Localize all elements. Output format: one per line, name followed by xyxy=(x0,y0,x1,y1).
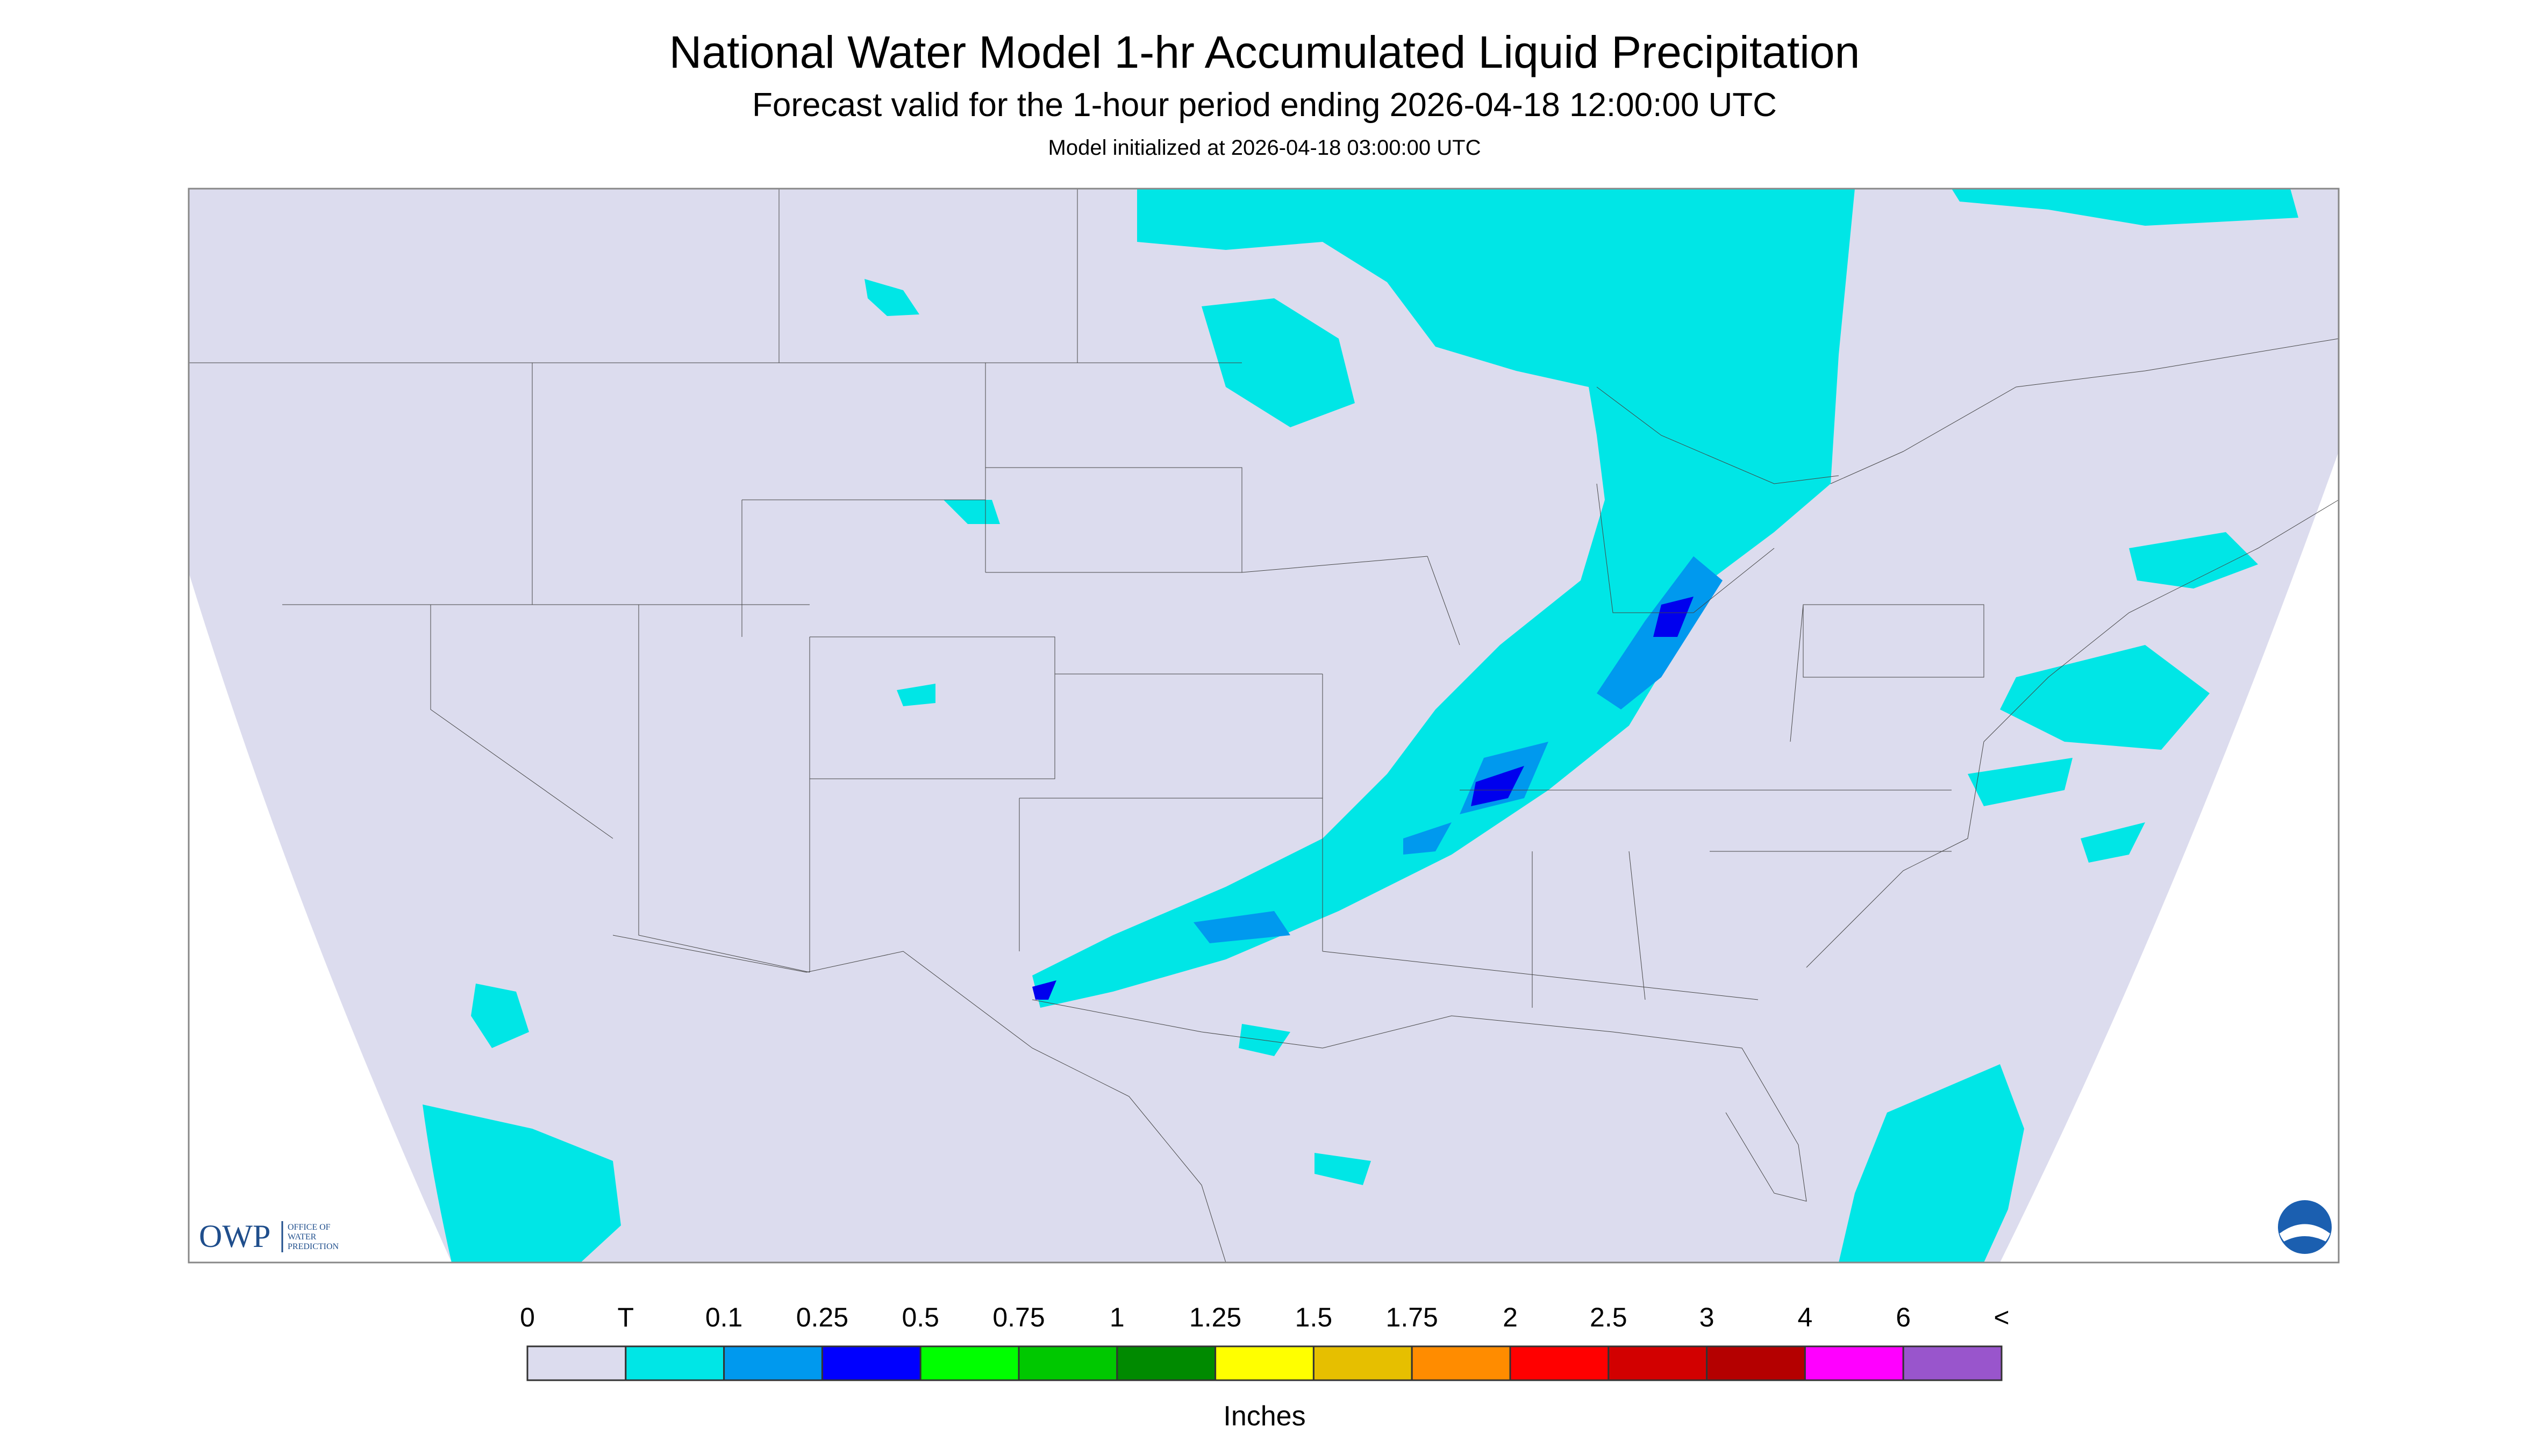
legend-label: 1.75 xyxy=(1386,1302,1438,1332)
legend-label: 3 xyxy=(1699,1302,1714,1332)
legend-swatch xyxy=(1116,1345,1217,1381)
legend-label: 2 xyxy=(1503,1302,1518,1332)
owp-line: WATER xyxy=(288,1232,317,1242)
legend: 0 T 0.1 0.25 0.5 0.75 1 1.25 1.5 1.75 2 2.5 3 4 6 < xyxy=(520,1302,2010,1381)
legend-label: T xyxy=(618,1302,634,1332)
legend-swatch xyxy=(1902,1345,2003,1381)
title: National Water Model 1-hr Accumulated Li… xyxy=(669,27,1860,77)
legend-swatch xyxy=(1215,1345,1314,1381)
legend-label: 1.5 xyxy=(1295,1302,1333,1332)
legend-swatch xyxy=(1509,1345,1610,1381)
owp-line: OFFICE OF xyxy=(288,1223,331,1232)
legend-swatch xyxy=(1608,1345,1708,1381)
noaa-logo xyxy=(2278,1200,2332,1254)
precipitation xyxy=(423,189,2298,1263)
legend-label: 0.1 xyxy=(705,1302,743,1332)
legend-swatch xyxy=(1706,1345,1806,1381)
legend-swatch xyxy=(625,1345,725,1381)
owp-logo: OWP xyxy=(199,1218,270,1254)
legend-unit: Inches xyxy=(1223,1401,1305,1432)
legend-swatch xyxy=(1018,1345,1118,1381)
owp-line: PREDICTION xyxy=(288,1242,339,1251)
legend-label: 1 xyxy=(1110,1302,1125,1332)
legend-label: 1.25 xyxy=(1189,1302,1241,1332)
legend-swatch xyxy=(723,1345,823,1381)
legend-swatch xyxy=(1411,1345,1511,1381)
legend-label: 2.5 xyxy=(1590,1302,1627,1332)
init-time: Model initialized at 2026-04-18 03:00:00… xyxy=(1048,136,1481,160)
legend-label: 6 xyxy=(1896,1302,1911,1332)
state-borders xyxy=(189,189,2339,1263)
map: OWP OFFICE OF WATER PREDICTION xyxy=(188,188,2340,1264)
legend-label: < xyxy=(1994,1302,2009,1332)
legend-swatch xyxy=(1312,1345,1413,1381)
legend-swatch xyxy=(919,1345,1020,1381)
legend-label: 0.75 xyxy=(992,1302,1045,1332)
legend-swatch xyxy=(1804,1345,1904,1381)
legend-label: 0.25 xyxy=(796,1302,848,1332)
legend-label: 0 xyxy=(520,1302,535,1332)
legend-label: 4 xyxy=(1797,1302,1812,1332)
legend-swatch xyxy=(526,1345,627,1381)
legend-label: 0.5 xyxy=(902,1302,939,1332)
legend-swatch xyxy=(821,1345,921,1381)
subtitle: Forecast valid for the 1-hour period end… xyxy=(752,87,1777,124)
map-frame xyxy=(188,188,2340,1264)
